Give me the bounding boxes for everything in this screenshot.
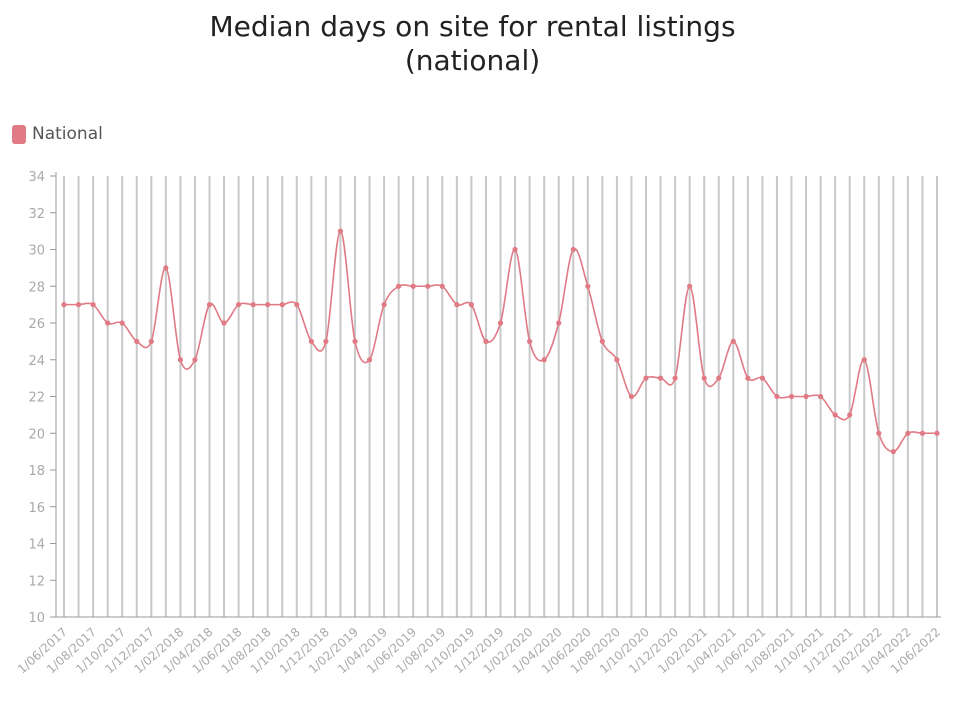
- y-tick-label: 26: [28, 317, 45, 332]
- data-point[interactable]: [294, 302, 300, 308]
- data-point[interactable]: [585, 283, 591, 289]
- data-point[interactable]: [759, 375, 766, 381]
- y-axis: 10 12 14 16 18 20 22 24 26 28 30 32 34: [28, 170, 941, 626]
- data-point[interactable]: [818, 393, 824, 400]
- y-tick-label: 22: [28, 391, 45, 406]
- data-point[interactable]: [745, 375, 751, 381]
- data-point[interactable]: [105, 320, 111, 326]
- y-tick-label: 34: [28, 170, 45, 185]
- data-point[interactable]: [876, 430, 882, 436]
- data-point[interactable]: [454, 302, 460, 308]
- data-point[interactable]: [512, 246, 518, 253]
- data-point[interactable]: [221, 320, 227, 326]
- chart-title-line-1: Median days on site for rental listings: [209, 10, 736, 43]
- y-tick-label: 28: [28, 280, 45, 295]
- data-point[interactable]: [687, 283, 693, 289]
- data-point[interactable]: [774, 393, 780, 400]
- data-point[interactable]: [366, 357, 373, 363]
- y-tick-label: 32: [28, 207, 45, 222]
- data-point[interactable]: [410, 283, 416, 289]
- y-tick-label: 14: [28, 538, 45, 553]
- y-tick-label: 12: [28, 574, 45, 589]
- data-point[interactable]: [861, 357, 867, 363]
- data-point[interactable]: [337, 228, 344, 234]
- vertical-gridlines: [63, 176, 938, 617]
- data-point[interactable]: [497, 320, 504, 326]
- chart-title: Median days on site for rental listings …: [0, 10, 945, 78]
- data-point[interactable]: [119, 320, 125, 326]
- data-point[interactable]: [788, 393, 795, 400]
- legend-label-national: National: [32, 124, 103, 144]
- chart-title-line-2: (national): [404, 44, 541, 77]
- y-tick-label: 30: [28, 244, 45, 259]
- data-point[interactable]: [439, 283, 445, 289]
- data-point[interactable]: [381, 302, 387, 308]
- data-point[interactable]: [308, 338, 314, 344]
- data-point[interactable]: [206, 302, 213, 308]
- data-point[interactable]: [177, 357, 183, 363]
- legend-swatch-national: [12, 124, 26, 144]
- data-point[interactable]: [716, 375, 722, 381]
- data-point[interactable]: [541, 357, 547, 363]
- data-point[interactable]: [192, 357, 198, 363]
- data-point[interactable]: [803, 393, 809, 400]
- data-point[interactable]: [847, 412, 853, 418]
- data-point[interactable]: [919, 430, 926, 436]
- data-point[interactable]: [75, 302, 82, 308]
- data-point[interactable]: [352, 338, 358, 344]
- data-point[interactable]: [468, 302, 474, 308]
- data-point[interactable]: [934, 430, 940, 436]
- data-point[interactable]: [570, 246, 576, 253]
- y-tick-label: 24: [28, 354, 45, 369]
- data-point[interactable]: [425, 283, 431, 289]
- data-point[interactable]: [483, 338, 489, 344]
- data-point[interactable]: [323, 338, 329, 344]
- data-point[interactable]: [90, 302, 96, 308]
- data-point[interactable]: [556, 320, 562, 326]
- data-point[interactable]: [134, 338, 140, 344]
- data-point[interactable]: [643, 375, 649, 381]
- data-point[interactable]: [905, 430, 911, 436]
- data-point[interactable]: [148, 338, 154, 344]
- legend[interactable]: National: [12, 124, 103, 144]
- data-point[interactable]: [163, 265, 169, 271]
- y-tick-label: 10: [28, 611, 45, 626]
- data-point[interactable]: [279, 302, 285, 308]
- data-point[interactable]: [250, 302, 256, 308]
- data-point[interactable]: [236, 302, 242, 308]
- data-point[interactable]: [599, 338, 605, 344]
- data-point[interactable]: [265, 302, 271, 308]
- data-point[interactable]: [832, 412, 838, 418]
- y-tick-label: 16: [28, 501, 45, 516]
- data-point[interactable]: [890, 449, 896, 455]
- y-tick-label: 20: [28, 427, 45, 442]
- data-point[interactable]: [527, 338, 533, 344]
- data-point[interactable]: [396, 283, 402, 289]
- data-point[interactable]: [61, 302, 67, 308]
- data-point[interactable]: [657, 375, 664, 381]
- series-national: [61, 228, 940, 455]
- data-point[interactable]: [628, 393, 635, 400]
- data-point[interactable]: [672, 375, 678, 381]
- data-point[interactable]: [614, 357, 620, 363]
- data-point[interactable]: [701, 375, 707, 381]
- data-point[interactable]: [730, 338, 736, 344]
- x-axis: 1/06/20171/08/20171/10/20171/12/20171/02…: [15, 625, 943, 677]
- y-tick-label: 18: [28, 464, 45, 479]
